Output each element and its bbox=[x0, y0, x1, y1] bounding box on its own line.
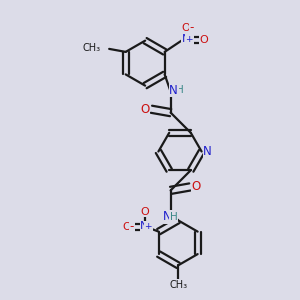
Text: CH₃: CH₃ bbox=[169, 280, 187, 290]
Text: N: N bbox=[182, 34, 190, 44]
Text: H: H bbox=[170, 212, 178, 222]
Text: +: + bbox=[185, 35, 193, 44]
Text: H: H bbox=[176, 85, 184, 95]
Text: O: O bbox=[140, 206, 149, 217]
Text: N: N bbox=[163, 210, 172, 223]
Text: -: - bbox=[189, 21, 194, 34]
Text: N: N bbox=[203, 145, 212, 158]
Text: CH₃: CH₃ bbox=[83, 43, 101, 53]
Text: O: O bbox=[199, 35, 208, 45]
Text: N: N bbox=[169, 84, 178, 97]
Text: O: O bbox=[182, 23, 190, 33]
Text: N: N bbox=[140, 221, 149, 231]
Text: O: O bbox=[192, 181, 201, 194]
Text: -: - bbox=[130, 220, 134, 233]
Text: O: O bbox=[123, 221, 131, 232]
Text: O: O bbox=[140, 103, 149, 116]
Text: +: + bbox=[144, 222, 152, 231]
